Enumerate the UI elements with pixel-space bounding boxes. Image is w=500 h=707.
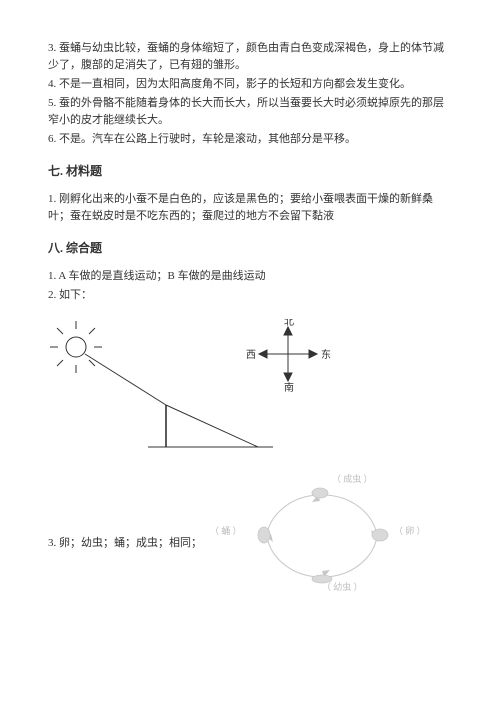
cycle-arc-3	[267, 537, 320, 577]
shadow-hypotenuse	[166, 405, 258, 447]
cycle-arc-2	[324, 537, 377, 577]
label-egg: （ 卵 ）	[394, 525, 426, 539]
stage-pupa-icon	[258, 527, 270, 543]
compass-north: 北	[284, 319, 294, 328]
cycle-arc-4	[267, 495, 318, 533]
stage-adult-icon	[312, 488, 328, 498]
compass-west: 西	[246, 350, 256, 361]
answer-5: 5. 蚕的外骨骼不能随着身体的长大而长大，所以当蚕要长大时必须蜕掉原先的那层窄小…	[48, 95, 452, 129]
section-8-item-2: 2. 如下：	[48, 287, 452, 304]
sun-ray	[85, 354, 166, 405]
stage-egg-icon	[372, 529, 388, 541]
sun-shadow-svg: 北 南 西 东	[48, 319, 448, 469]
compass-rose: 北 南 西 东	[246, 319, 331, 394]
answer-6: 6. 不是。汽车在公路上行驶时，车轮是滚动，其他部分是平移。	[48, 131, 452, 148]
sun-icon	[50, 321, 102, 373]
life-cycle-diagram: （ 成虫 ） （ 卵 ） （ 幼虫 ） （ 蛹 ）	[202, 475, 452, 595]
section-8-item-3-row: 3. 卵；幼虫；蛹；成虫；相同； （ 成虫 ） （ 卵	[48, 469, 452, 595]
diagram-sun-shadow: 北 南 西 东	[48, 319, 452, 469]
label-larva: （ 幼虫 ）	[322, 581, 363, 595]
label-adult: （ 成虫 ）	[332, 473, 373, 487]
answer-3: 3. 蚕蛹与幼虫比较，蚕蛹的身体缩短了，颜色由青白色变成深褐色，身上的体节减少了…	[48, 40, 452, 74]
compass-east: 东	[321, 348, 331, 361]
section-8-title: 八. 综合题	[48, 239, 452, 258]
answer-4: 4. 不是一直相同，因为太阳高度角不同，影子的长短和方向都会发生变化。	[48, 76, 452, 93]
section-8-item-1: 1. A 车做的是直线运动；B 车做的是曲线运动	[48, 268, 452, 285]
section-7-title: 七. 材料题	[48, 162, 452, 181]
compass-south: 南	[284, 381, 294, 394]
section-8-item-3: 3. 卵；幼虫；蛹；成虫；相同；	[48, 469, 202, 552]
section-7-item-1: 1. 刚孵化出来的小蚕不是白色的，应该是黑色的；要给小蚕喂表面干燥的新鲜桑叶；蚕…	[48, 191, 452, 225]
cycle-arc-1	[322, 495, 377, 535]
label-pupa: （ 蛹 ）	[210, 525, 242, 539]
